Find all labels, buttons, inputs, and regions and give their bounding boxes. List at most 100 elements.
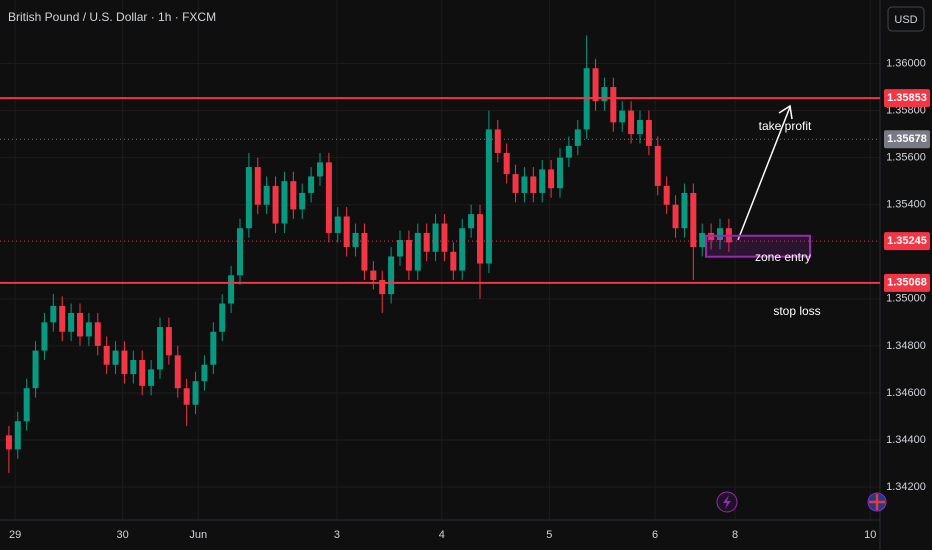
candle-body [592,68,599,102]
candle-body [308,176,315,193]
candle-body [121,350,128,375]
candle-body [94,322,101,346]
grid [0,0,880,520]
candle-body [485,129,492,264]
event-icon[interactable] [716,491,738,513]
candle-body [370,270,377,280]
candle-body [317,162,323,177]
plot-area [5,35,732,473]
candle-body [41,322,48,351]
candle-body [219,303,226,332]
candle-body [521,176,528,193]
y-tick-label: 1.35400 [886,199,926,211]
level-label-box [884,89,930,108]
candle-body [494,129,501,153]
candle-body [663,185,670,205]
candle-body [512,174,519,193]
x-tick-label: 10 [864,529,876,541]
candle-body [619,110,626,123]
candle-body [379,280,386,295]
candle-body [690,192,697,248]
x-tick-label: Jun [189,529,207,541]
level-label-box [884,130,930,149]
arrow-head [778,104,793,120]
level-label-box [884,273,930,292]
level-label: 1.35853 [887,92,927,104]
currency-button[interactable] [887,6,925,32]
y-tick-label: 1.34800 [886,340,926,352]
candle-body [672,204,679,229]
candle-body [450,251,457,271]
candle-body [477,214,483,264]
x-tick-label: 3 [334,529,340,541]
candle-body [628,110,635,135]
candle-body [281,181,288,224]
y-tick-label: 1.35800 [886,104,926,116]
entry-zone [705,234,811,258]
candle-body [157,327,163,370]
level-label-box [884,232,930,251]
candle-body [272,185,279,224]
candle-body [263,185,270,205]
overlay: take profit zone entry stop loss [0,97,880,318]
arrow [737,104,793,241]
lightning [723,495,731,509]
candle-body [565,145,572,158]
x-tick-label: 6 [652,529,658,541]
candle-body [77,312,83,337]
candle-body [228,275,235,304]
candle-body [530,176,537,193]
candle-body [112,350,119,365]
candle-body [148,369,155,386]
x-tick-label: 5 [546,529,552,541]
candle-body [388,256,395,295]
candle-body [557,157,563,189]
candle-body [5,435,12,450]
candle-body [254,167,261,205]
candle-body [50,305,57,323]
candle-body [414,232,421,271]
annotation: take profit [759,119,812,133]
candle-body [299,192,306,210]
candle-body [85,322,92,337]
y-tick-label: 1.35600 [886,152,926,164]
level-label: 1.35678 [887,133,927,145]
candle-body [174,355,181,389]
flag-icon[interactable] [867,492,887,512]
candle-body [717,228,723,240]
candle-body [68,312,75,332]
candle-body [681,192,688,229]
candle-body [32,350,39,389]
candle-body [165,327,172,356]
candle-body [637,120,643,135]
candle-body [503,152,510,175]
candle-body [423,232,430,252]
candle-body [290,181,297,210]
candle-body [183,388,190,405]
arrow-line [737,106,791,241]
x-tick-label: 8 [732,529,738,541]
currency-label: USD [894,14,917,26]
candle-body [654,145,661,186]
candle-body [441,223,448,252]
y-tick-label: 1.34400 [886,434,926,446]
candle-body [468,214,475,229]
candle-body [14,421,21,450]
level-label: 1.35068 [887,277,927,289]
y-tick-label: 1.34200 [886,481,926,493]
x-tick-label: 4 [439,529,445,541]
candle-body [334,216,341,233]
x-tick-label: 30 [117,529,129,541]
candle-body [245,167,252,229]
candle-body [601,87,608,102]
y-tick-label: 1.34600 [886,387,926,399]
annotation: stop loss [773,304,820,318]
chart-title: British Pound / U.S. Dollar · 1h · FXCM [8,10,216,24]
candle-body [23,388,30,422]
candle-body [459,228,466,271]
candle-body [548,169,555,189]
candle-body [201,364,208,382]
level-label: 1.35245 [887,235,927,247]
y-tick-label: 1.36000 [886,57,926,69]
